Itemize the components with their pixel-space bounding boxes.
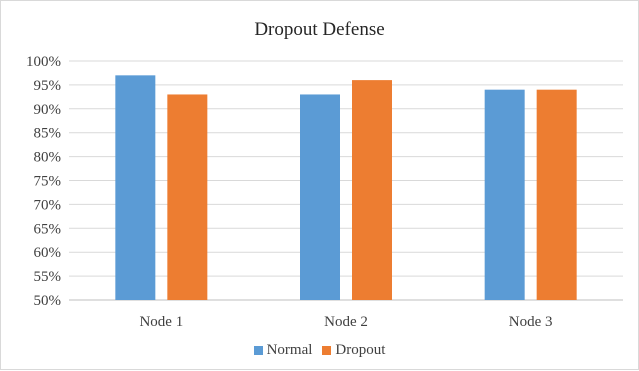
- y-tick-label: 65%: [34, 221, 62, 237]
- bar-dropout-3: [536, 89, 577, 301]
- x-category-label: Node 1: [139, 314, 183, 330]
- x-category-label: Node 2: [324, 314, 368, 330]
- y-tick-label: 90%: [34, 102, 62, 118]
- y-tick-label: 75%: [34, 174, 62, 190]
- y-tick-label: 85%: [34, 126, 62, 142]
- bar-dropout-2: [352, 80, 392, 301]
- legend: Normal Dropout: [1, 342, 638, 359]
- legend-label-dropout: Dropout: [335, 342, 386, 358]
- legend-label-normal: Normal: [266, 342, 313, 358]
- legend-swatch-dropout: [322, 346, 332, 355]
- legend-item-dropout: Dropout: [322, 342, 385, 359]
- bar-normal-1: [115, 75, 156, 300]
- y-tick-label: 55%: [34, 269, 62, 285]
- x-category-label: Node 3: [509, 314, 553, 330]
- y-tick-label: 60%: [34, 245, 62, 261]
- y-tick-label: 95%: [34, 78, 62, 94]
- bar-normal-3: [484, 89, 525, 301]
- y-tick-label: 80%: [34, 150, 62, 166]
- legend-item-normal: Normal: [253, 342, 313, 359]
- y-tick-label: 100%: [26, 54, 61, 70]
- y-tick-label: 50%: [34, 293, 62, 309]
- bar-dropout-1: [167, 94, 208, 301]
- chart-title: Dropout Defense: [254, 19, 385, 40]
- legend-swatch-normal: [253, 346, 263, 355]
- y-tick-label: 70%: [34, 197, 62, 213]
- bar-normal-2: [300, 94, 340, 301]
